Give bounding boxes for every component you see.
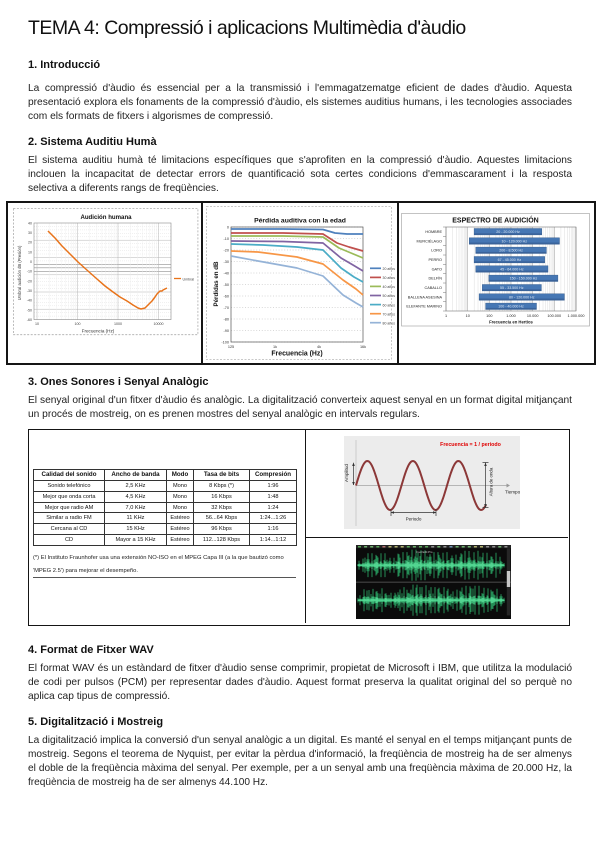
svg-text:Umbral audición dB (Presión): Umbral audición dB (Presión) [17, 245, 22, 300]
svg-text:-50: -50 [224, 283, 230, 287]
svg-text:10: 10 [35, 322, 39, 326]
svg-text:4k: 4k [317, 345, 321, 349]
svg-text:-10: -10 [224, 237, 230, 241]
svg-text:70 años: 70 años [383, 312, 396, 316]
svg-text:-80: -80 [224, 318, 230, 322]
svg-text:Frecuencia (Hz): Frecuencia (Hz) [82, 329, 115, 334]
svg-text:CABALLO: CABALLO [424, 286, 442, 290]
svg-text:100: 100 [75, 322, 81, 326]
svg-text:100.000: 100.000 [547, 314, 561, 318]
svg-text:ESPECTRO DE AUDICIÓN: ESPECTRO DE AUDICIÓN [452, 216, 538, 225]
svg-text:200 - 8.500 Hz: 200 - 8.500 Hz [499, 249, 523, 253]
svg-text:Altura de onda: Altura de onda [489, 467, 494, 496]
svg-text:20 - 20.000 Hz: 20 - 20.000 Hz [496, 230, 520, 234]
svg-text:100 - 40.000 Hz: 100 - 40.000 Hz [498, 305, 524, 309]
svg-text:55 - 33.500 Hz: 55 - 33.500 Hz [500, 286, 524, 290]
svg-text:45 - 64.000 Hz: 45 - 64.000 Hz [500, 267, 524, 271]
svg-text:10 - 120.000 Hz: 10 - 120.000 Hz [502, 239, 528, 243]
svg-text:10000: 10000 [154, 322, 164, 326]
svg-text:Periodo: Periodo [406, 516, 422, 521]
svg-text:30 años: 30 años [383, 276, 396, 280]
svg-text:60 años: 60 años [383, 303, 396, 307]
svg-text:-40: -40 [224, 272, 230, 276]
svg-text:67 - 45.000 Hz: 67 - 45.000 Hz [498, 258, 522, 262]
svg-text:40: 40 [28, 221, 32, 225]
svg-text:-10: -10 [27, 270, 32, 274]
svg-text:-40: -40 [27, 299, 32, 303]
svg-text:GATO: GATO [432, 267, 442, 271]
svg-text:-60: -60 [224, 295, 230, 299]
svg-text:Amplitud: Amplitud [344, 463, 349, 481]
svg-text:100: 100 [486, 314, 492, 318]
svg-text:16k: 16k [360, 345, 366, 349]
svg-text:1000: 1000 [114, 322, 122, 326]
svg-text:10.000: 10.000 [527, 314, 539, 318]
svg-text:DELFÍN: DELFÍN [428, 277, 442, 281]
svg-text:Tiempo: Tiempo [505, 489, 521, 494]
svg-text:-90: -90 [224, 329, 230, 333]
svg-text:Audición humana: Audición humana [80, 214, 132, 221]
svg-text:-20: -20 [224, 249, 230, 253]
svg-text:40 años: 40 años [383, 285, 396, 289]
svg-text:20: 20 [28, 241, 32, 245]
svg-text:Frecuencia = 1 / periodo: Frecuencia = 1 / periodo [440, 442, 502, 448]
svg-text:20 años: 20 años [383, 267, 396, 271]
svg-text:Cool Edit Pro: Cool Edit Pro [416, 550, 433, 554]
svg-text:1: 1 [445, 314, 447, 318]
svg-text:ELEFANTE MARINO: ELEFANTE MARINO [406, 305, 442, 309]
svg-text:Pérdida auditiva con la edad: Pérdida auditiva con la edad [254, 218, 346, 225]
svg-text:-30: -30 [224, 260, 230, 264]
svg-text:0: 0 [30, 260, 32, 264]
svg-text:-50: -50 [27, 308, 32, 312]
svg-text:10: 10 [28, 250, 32, 254]
svg-text:Pérdidas en dB: Pérdidas en dB [213, 261, 220, 307]
svg-text:-70: -70 [224, 306, 230, 310]
svg-text:50 años: 50 años [383, 294, 396, 298]
svg-text:80 - 120.000 Hz: 80 - 120.000 Hz [509, 295, 535, 299]
svg-text:125: 125 [228, 345, 234, 349]
svg-text:80 años: 80 años [383, 321, 396, 325]
svg-text:MURCIÉLAGO: MURCIÉLAGO [416, 238, 442, 243]
svg-text:HOMBRE: HOMBRE [425, 230, 442, 234]
svg-text:10: 10 [466, 314, 470, 318]
svg-text:-60: -60 [27, 318, 32, 322]
svg-text:LORO: LORO [431, 249, 442, 253]
svg-text:1k: 1k [273, 345, 277, 349]
svg-text:-30: -30 [27, 289, 32, 293]
svg-text:-20: -20 [27, 279, 32, 283]
svg-text:Frecuencia en Hertios: Frecuencia en Hertios [489, 320, 533, 325]
svg-text:0: 0 [227, 226, 229, 230]
svg-text:1.000: 1.000 [506, 314, 516, 318]
svg-text:-100: -100 [221, 341, 229, 345]
svg-text:BALLENA ASESINA: BALLENA ASESINA [408, 295, 443, 299]
svg-text:Frecuencia (Hz): Frecuencia (Hz) [271, 351, 322, 358]
svg-text:30: 30 [28, 231, 32, 235]
svg-text:PERRO: PERRO [428, 258, 442, 262]
svg-text:1.000.000: 1.000.000 [568, 314, 585, 318]
svg-text:150 - 150.000 Hz: 150 - 150.000 Hz [510, 277, 538, 281]
svg-text:Umbral: Umbral [183, 277, 195, 281]
